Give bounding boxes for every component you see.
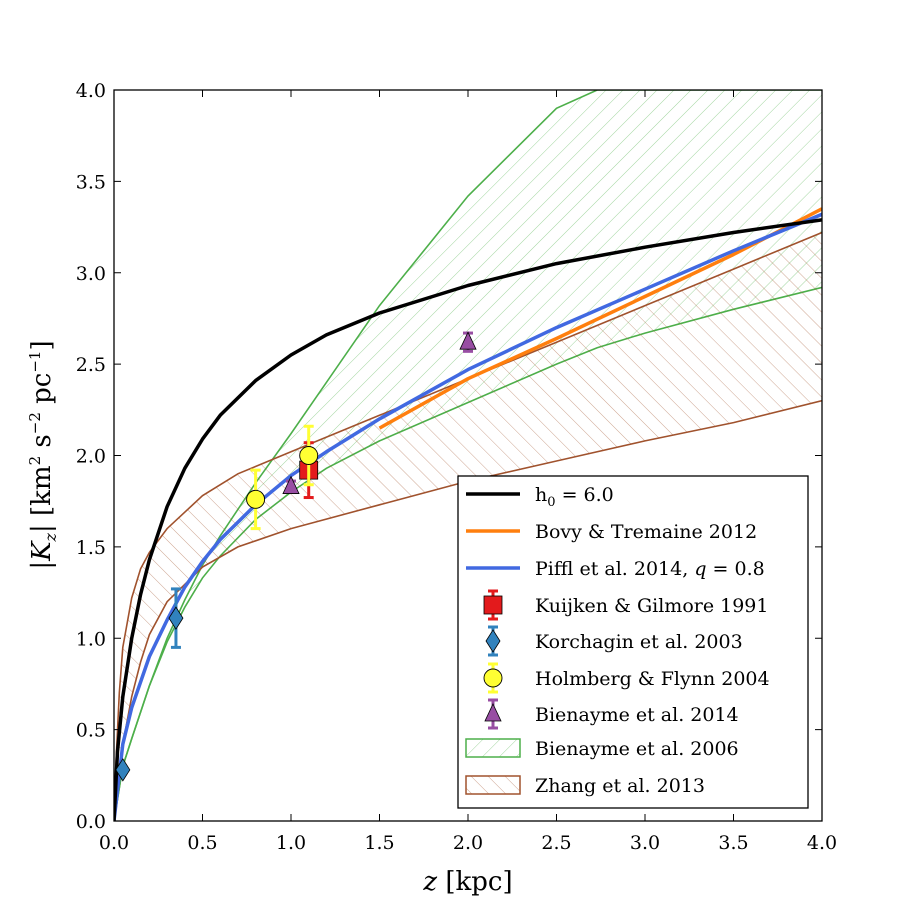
legend-marker-bienayme-et-al-2014	[484, 703, 502, 722]
x-tick-label: 0.0	[99, 832, 129, 854]
y-tick-label: 3.5	[76, 171, 106, 193]
legend-marker-kuijken-gilmore-1991	[483, 595, 503, 615]
x-tick-label: 2.0	[453, 832, 483, 854]
legend-swatch-bienayme2006	[465, 738, 521, 758]
y-tick-label: 0.5	[76, 720, 106, 742]
y-tick-label: 2.5	[76, 354, 106, 376]
x-tick-label: 1.5	[364, 832, 394, 854]
x-axis-label: z [kpc]	[422, 867, 512, 897]
legend-label-h0: h0 = 6.0	[535, 484, 614, 510]
legend-label-bienayme2006: Bienayme et al. 2006	[535, 738, 739, 760]
band-zhang-et-al-2013	[114, 232, 822, 821]
band-upper-zhang-et-al-2013	[114, 231, 822, 821]
point-holmberg-flynn-2004	[299, 446, 319, 465]
legend-label-bovy: Bovy & Tremaine 2012	[535, 521, 757, 543]
point-korchagin-et-al-2003	[115, 758, 131, 782]
point-korchagin-et-al-2003	[168, 606, 184, 630]
legend-swatch-zhang	[465, 775, 521, 795]
point-holmberg-flynn-2004	[246, 489, 266, 509]
line-h0-6-0	[114, 218, 822, 821]
y-tick-label: 1.0	[76, 628, 106, 650]
band-bienayme-et-al-2006	[114, 90, 822, 821]
x-tick-label: 3.5	[718, 832, 748, 854]
legend-label-kuijken: Kuijken & Gilmore 1991	[535, 595, 768, 617]
legend-label-zhang: Zhang et al. 2013	[535, 775, 705, 797]
y-tick-label: 4.0	[76, 80, 106, 102]
y-tick-label: 0.0	[76, 811, 106, 833]
legend-label-piffl: Piffl et al. 2014, q = 0.8	[535, 558, 765, 580]
legend: h0 = 6.0 Bovy & Tremaine 2012 Piffl et a…	[457, 475, 809, 809]
x-tick-label: 3.0	[630, 832, 660, 854]
legend-marker-korchagin-et-al-2003	[485, 629, 501, 653]
x-tick-label: 4.0	[807, 832, 837, 854]
legend-marker-holmberg-flynn-2004	[483, 668, 503, 688]
point-bienayme-et-al-2014	[459, 331, 477, 350]
x-tick-label: 1.0	[276, 832, 306, 854]
x-tick-label: 2.5	[541, 832, 571, 854]
legend-label-holmberg: Holmberg & Flynn 2004	[535, 668, 770, 690]
line-bovy-tremaine-2012	[378, 207, 822, 430]
x-tick-label: 0.5	[187, 832, 217, 854]
y-tick-label: 2.0	[76, 446, 106, 468]
legend-label-korchagin: Korchagin et al. 2003	[535, 631, 743, 653]
y-tick-label: 1.5	[76, 537, 106, 559]
y-axis-label: |Kz| [km2 s−2 pc−1]	[26, 340, 60, 569]
point-bienayme-et-al-2014	[282, 475, 300, 494]
y-tick-label: 3.0	[76, 263, 106, 285]
legend-label-bienayme2014: Bienayme et al. 2014	[535, 704, 739, 726]
